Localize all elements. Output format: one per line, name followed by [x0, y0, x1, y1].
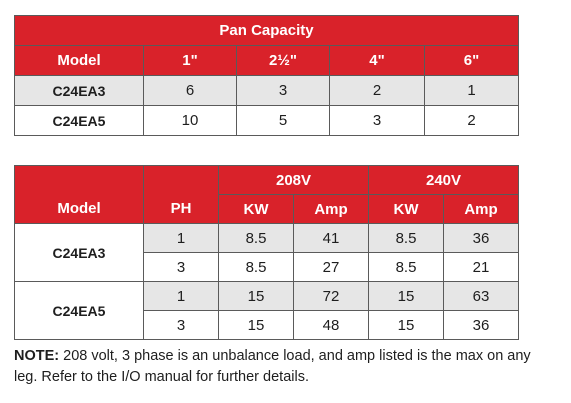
elec-header-amp-240: Amp [443, 194, 520, 224]
table-row: 3 8.5 27 8.5 21 [15, 252, 520, 282]
elec-cell: 8.5 [218, 252, 294, 282]
elec-cell: 36 [443, 223, 520, 253]
pan-cell: 5 [236, 105, 330, 136]
elec-cell: 15 [368, 281, 445, 311]
pan-header-2-5in: 2½" [236, 45, 330, 76]
voltage-group-240v: 240V [368, 165, 520, 195]
pan-header-6in: 6" [423, 45, 520, 76]
table-row: C24EA5 10 5 3 2 [14, 105, 520, 136]
elec-row-model: C24EA5 [14, 281, 144, 340]
elec-cell-ph: 3 [143, 252, 219, 282]
elec-cell-ph: 3 [143, 310, 219, 340]
pan-capacity-title: Pan Capacity [13, 15, 520, 46]
pan-row-model: C24EA3 [14, 75, 144, 106]
note-label: NOTE: [14, 348, 60, 364]
pan-row-model: C24EA5 [14, 105, 144, 136]
elec-cell: 8.5 [218, 223, 294, 253]
table-row: 3 15 48 15 36 [15, 310, 520, 340]
pan-cell: 6 [143, 75, 237, 106]
elec-cell: 15 [368, 310, 445, 340]
elec-cell: 15 [218, 310, 294, 340]
note-text: 208 volt, 3 phase is an unbalance load, … [14, 348, 531, 385]
elec-cell: 27 [292, 252, 370, 282]
pan-cell: 2 [329, 75, 425, 106]
elec-cell: 15 [218, 281, 294, 311]
elec-cell: 72 [292, 281, 370, 311]
elec-header-kw-208: KW [218, 194, 294, 224]
pan-header-model: Model [14, 45, 144, 76]
elec-cell: 21 [443, 252, 520, 282]
pan-cell: 10 [143, 105, 237, 136]
elec-cell: 63 [443, 281, 520, 311]
elec-row-model: C24EA3 [14, 223, 144, 282]
pan-cell: 1 [423, 75, 520, 106]
elec-cell: 41 [292, 223, 370, 253]
elec-header-model: Model [14, 165, 144, 224]
elec-cell: 8.5 [368, 223, 445, 253]
pan-header-4in: 4" [329, 45, 425, 76]
elec-header-amp-208: Amp [292, 194, 370, 224]
pan-capacity-table: Pan Capacity Model 1" 2½" 4" 6" C24EA3 6… [13, 15, 520, 136]
elec-cell: 8.5 [368, 252, 445, 282]
pan-cell: 3 [236, 75, 330, 106]
elec-cell: 48 [292, 310, 370, 340]
table-row: C24EA3 1 8.5 41 8.5 36 [14, 223, 520, 282]
elec-cell: 36 [443, 310, 520, 340]
pan-header-1in: 1" [143, 45, 237, 76]
voltage-group-208v: 208V [217, 165, 370, 195]
pan-cell: 2 [423, 105, 520, 136]
elec-cell-ph: 1 [143, 281, 219, 311]
table-row: C24EA3 6 3 2 1 [14, 75, 520, 106]
elec-header-kw-240: KW [368, 194, 445, 224]
table-row: C24EA5 1 15 72 15 63 [14, 281, 520, 340]
elec-header-ph: PH [143, 165, 219, 224]
pan-cell: 3 [329, 105, 425, 136]
elec-cell-ph: 1 [143, 223, 219, 253]
electrical-specs-table: Model PH 208V 240V KW Amp KW Amp C24EA3 … [14, 165, 520, 340]
footnote: NOTE: 208 volt, 3 phase is an unbalance … [14, 346, 554, 388]
